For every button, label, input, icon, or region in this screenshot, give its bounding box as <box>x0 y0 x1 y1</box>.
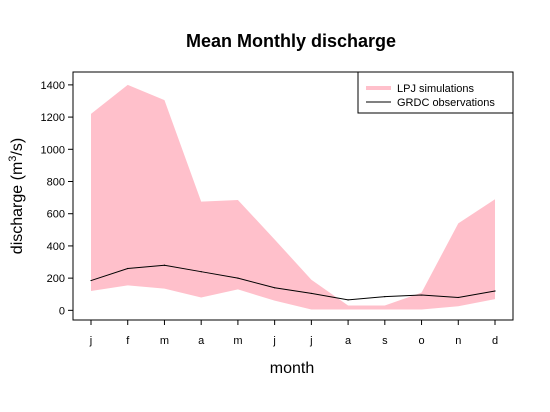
legend-label-lpj: LPJ simulations <box>397 83 475 95</box>
y-tick-label-1000: 1000 <box>41 144 65 156</box>
y-tick-label-400: 400 <box>47 241 65 253</box>
x-tick-label-6: j <box>309 335 312 347</box>
x-tick-label-2: m <box>160 335 169 347</box>
grdc-point-j <box>90 279 92 282</box>
y-tick-label-600: 600 <box>47 209 65 221</box>
x-tick-label-11: d <box>492 335 498 347</box>
grdc-point-j <box>310 292 312 295</box>
grdc-point-m <box>163 264 166 266</box>
plot-frame <box>72 71 514 321</box>
legend-box <box>357 71 514 114</box>
grdc-point-m <box>237 277 239 279</box>
grdc-point-d <box>494 290 496 292</box>
grdc-point-n <box>457 296 459 299</box>
x-tick-label-0: j <box>89 335 92 347</box>
x-tick-label-5: j <box>272 335 275 347</box>
grdc-observation-line <box>90 264 496 301</box>
grdc-point-s <box>384 296 386 298</box>
y-tick-label-800: 800 <box>47 177 65 189</box>
plot-area <box>90 84 496 310</box>
y-tick-label-1200: 1200 <box>41 112 65 124</box>
lpj-simulation-band <box>91 84 495 310</box>
y-axis-label: discharge (m3/s) <box>7 138 26 254</box>
x-tick-label-10: n <box>455 335 461 347</box>
x-tick-label-7: a <box>345 335 352 347</box>
x-tick-label-9: o <box>418 335 424 347</box>
x-axis-label: month <box>270 360 314 377</box>
grdc-point-a <box>347 299 349 301</box>
y-tick-label-0: 0 <box>59 305 65 317</box>
x-tick-label-8: s <box>382 335 388 347</box>
y-tick-label-200: 200 <box>47 273 65 285</box>
grdc-point-j <box>274 287 276 289</box>
legend: LPJ simulations GRDC observations <box>357 71 514 114</box>
chart-title: Mean Monthly discharge <box>186 31 396 51</box>
x-tick-label-3: a <box>198 335 205 347</box>
y-axis: 0 200 400 600 800 1000 1200 1400 <box>41 80 73 317</box>
y-tick-label-1400: 1400 <box>41 80 65 92</box>
grdc-point-o <box>420 294 423 296</box>
grdc-point-f <box>127 267 129 270</box>
x-tick-label-4: m <box>233 335 242 347</box>
x-tick-label-1: f <box>126 335 130 347</box>
legend-label-grdc: GRDC observations <box>397 97 495 109</box>
grdc-point-a <box>200 271 202 273</box>
